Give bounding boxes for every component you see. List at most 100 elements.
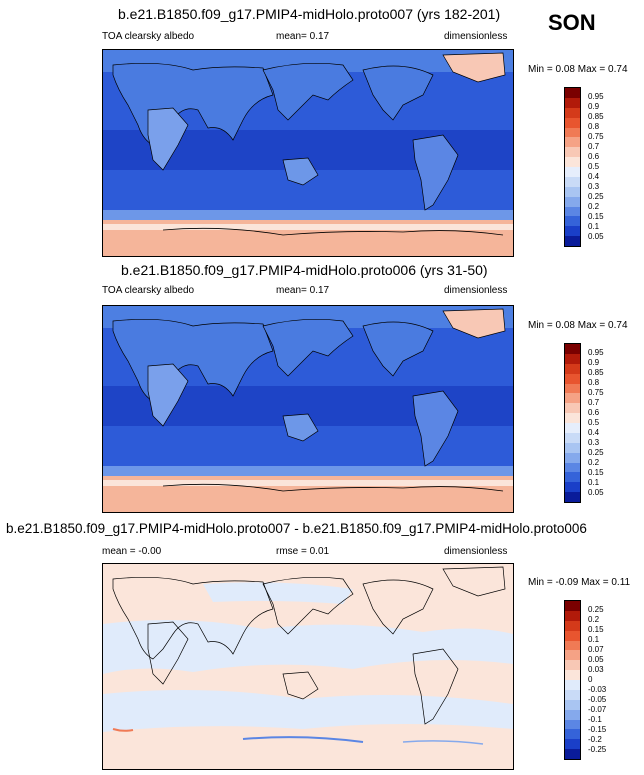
colorbar-swatch (565, 97, 580, 108)
panel-1-units-label: dimensionless (444, 31, 508, 42)
colorbar-swatch (565, 423, 580, 433)
colorbar-swatch (565, 206, 580, 217)
colorbar-swatch (565, 167, 580, 177)
colorbar-swatch (565, 196, 580, 207)
colorbar-swatch (565, 729, 580, 740)
colorbar-tick-label: 0.9 (588, 102, 600, 111)
colorbar-swatch (565, 462, 580, 473)
colorbar-tick-label: 0.25 (588, 192, 604, 201)
colorbar-tick-label: 0.3 (588, 182, 600, 191)
colorbar-swatch (565, 630, 580, 641)
panel-3-map (102, 563, 514, 770)
colorbar-swatch (565, 670, 580, 680)
panel-2-colorbar-labels: 0.95 0.9 0.85 0.8 0.75 0.7 0.6 0.5 0.4 0… (588, 346, 628, 506)
colorbar-swatch (565, 157, 580, 167)
colorbar-swatch (565, 699, 580, 710)
colorbar-tick-label: 0.2 (588, 615, 600, 624)
colorbar-swatch (565, 88, 580, 98)
colorbar-swatch (565, 107, 580, 118)
colorbar-swatch (565, 482, 580, 493)
panel-3-rmse-label: rmse = 0.01 (276, 546, 330, 557)
colorbar-tick-label: 0.5 (588, 162, 600, 171)
colorbar-swatch (565, 373, 580, 384)
panel-1-title: b.e21.B1850.f09_g17.PMIP4-midHolo.proto0… (118, 6, 501, 22)
colorbar-swatch (565, 403, 580, 414)
colorbar-swatch (565, 432, 580, 443)
panel-1-minmax: Min = 0.08 Max = 0.74 (528, 64, 628, 75)
colorbar-tick-label: 0.25 (588, 448, 604, 457)
colorbar-tick-label: -0.1 (588, 715, 602, 724)
colorbar-tick-label: 0.15 (588, 468, 604, 477)
colorbar-tick-label: 0.03 (588, 665, 604, 674)
colorbar-swatch (565, 452, 580, 463)
colorbar-swatch (565, 601, 580, 611)
colorbar-swatch (565, 176, 580, 187)
colorbar-tick-label: 0.75 (588, 388, 604, 397)
colorbar-swatch (565, 186, 580, 197)
panel-2-minmax: Min = 0.08 Max = 0.74 (528, 320, 628, 331)
colorbar-swatch (565, 640, 580, 651)
panel-3-mean-label: mean = -0.00 (102, 546, 162, 557)
panel-1-map (102, 49, 514, 257)
colorbar-swatch (565, 127, 580, 138)
colorbar-tick-label: 0.4 (588, 428, 600, 437)
colorbar-swatch (565, 353, 580, 364)
colorbar-tick-label: 0.7 (588, 398, 600, 407)
colorbar-tick-label: 0.2 (588, 202, 600, 211)
colorbar-swatch (565, 236, 580, 246)
panel-3-colorbar-labels: 0.25 0.2 0.15 0.1 0.07 0.05 0.03 0 -0.03… (588, 603, 628, 763)
colorbar-swatch (565, 719, 580, 730)
panel-2-title: b.e21.B1850.f09_g17.PMIP4-midHolo.proto0… (121, 262, 488, 278)
colorbar-tick-label: 0.15 (588, 212, 604, 221)
colorbar-swatch (565, 216, 580, 227)
colorbar-swatch (565, 492, 580, 502)
colorbar-swatch (565, 393, 580, 404)
colorbar-swatch (565, 117, 580, 128)
colorbar-tick-label: -0.2 (588, 735, 602, 744)
colorbar-tick-label: 0.5 (588, 418, 600, 427)
colorbar-tick-label: -0.15 (588, 725, 607, 734)
colorbar-swatch (565, 226, 580, 237)
panel-3-title: b.e21.B1850.f09_g17.PMIP4-midHolo.proto0… (6, 521, 587, 536)
colorbar-tick-label: 0.85 (588, 112, 604, 121)
colorbar-tick-label: 0.85 (588, 368, 604, 377)
panel-1-mean-label: mean= 0.17 (276, 31, 330, 42)
colorbar-tick-label: 0.6 (588, 408, 600, 417)
panel-2-units-label: dimensionless (444, 285, 508, 296)
colorbar-swatch (565, 620, 580, 631)
colorbar-tick-label: 0.1 (588, 635, 600, 644)
colorbar-tick-label: 0.07 (588, 645, 604, 654)
colorbar-tick-label: 0.2 (588, 458, 600, 467)
colorbar-tick-label: -0.03 (588, 685, 607, 694)
panel-2-variable-label: TOA clearsky albedo (102, 285, 195, 296)
colorbar-swatch (565, 137, 580, 148)
season-label: SON (548, 10, 596, 35)
colorbar-swatch (565, 442, 580, 453)
colorbar-tick-label: 0.05 (588, 655, 604, 664)
colorbar-swatch (565, 610, 580, 621)
colorbar-swatch (565, 660, 580, 671)
colorbar-tick-label: 0.4 (588, 172, 600, 181)
colorbar-swatch (565, 344, 580, 354)
colorbar-swatch (565, 650, 580, 661)
colorbar-tick-label: -0.07 (588, 705, 607, 714)
colorbar-tick-label: 0.7 (588, 142, 600, 151)
colorbar-swatch (565, 689, 580, 700)
colorbar-tick-label: 0 (588, 675, 593, 684)
panel-1-colorbar (564, 87, 581, 247)
colorbar-tick-label: -0.25 (588, 745, 607, 754)
colorbar-tick-label: 0.75 (588, 132, 604, 141)
colorbar-tick-label: 0.25 (588, 605, 604, 614)
colorbar-tick-label: 0.8 (588, 122, 600, 131)
colorbar-tick-label: 0.95 (588, 92, 604, 101)
colorbar-tick-label: 0.05 (588, 232, 604, 241)
colorbar-swatch (565, 147, 580, 158)
colorbar-swatch (565, 709, 580, 720)
panel-2-mean-label: mean= 0.17 (276, 285, 330, 296)
colorbar-tick-label: 0.6 (588, 152, 600, 161)
panel-3-colorbar (564, 600, 581, 760)
panel-1-variable-label: TOA clearsky albedo (102, 31, 195, 42)
colorbar-swatch (565, 383, 580, 394)
colorbar-tick-label: -0.05 (588, 695, 607, 704)
colorbar-tick-label: 0.1 (588, 478, 600, 487)
